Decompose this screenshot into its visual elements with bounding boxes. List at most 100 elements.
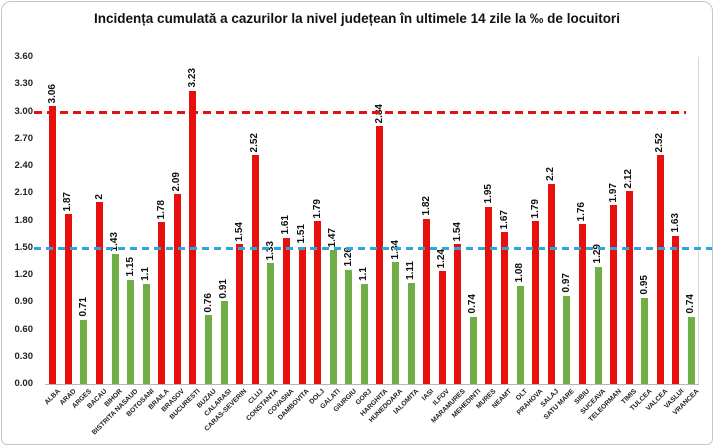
- y-tick-label: 3.60: [14, 51, 34, 62]
- bar: [641, 297, 649, 384]
- bar-group-bihor: 1.43 BIHOR: [104, 57, 124, 409]
- bar: [516, 285, 524, 384]
- bar: [469, 316, 477, 384]
- bar: [687, 316, 695, 384]
- bar-group-giurgiu: 1.26 GIURGIU: [332, 57, 358, 413]
- bar-group-tulcea: 0.95 TULCEA: [629, 57, 653, 412]
- bar-value-label: 1.24: [436, 248, 448, 269]
- bar: [329, 250, 337, 384]
- bar-value-label: 1.08: [514, 263, 526, 283]
- bar: [438, 271, 446, 384]
- bar-value-label: 1.79: [529, 198, 541, 219]
- bar-group-teleorman: 1.97 TELEORMAN: [587, 57, 622, 424]
- bar-value-label: 1.79: [311, 198, 323, 219]
- bar: [96, 202, 104, 384]
- y-tick-label: 2.40: [14, 160, 34, 171]
- bar-group-bistrita-nasaud: 1.15 BISTRITA NASAUD: [91, 57, 139, 436]
- bar: [127, 279, 135, 384]
- bar: [423, 218, 431, 384]
- bar-value-label: 2.52: [249, 132, 261, 153]
- plot-right-border: [698, 57, 699, 384]
- bar: [547, 184, 555, 384]
- bar-group-iasi: 1.82 IASI: [419, 57, 436, 402]
- bar-group-cluj: 2.52 CLUJ: [247, 57, 265, 406]
- bar-group-dolj: 1.79 DOLJ: [309, 57, 327, 406]
- bar-group-hunedoara: 1.34HUNEDOARA: [368, 57, 404, 424]
- bar: [454, 244, 462, 384]
- bar: [251, 155, 259, 384]
- bar-value-label: 1.82: [420, 196, 432, 216]
- bar: [392, 262, 399, 384]
- bar-group-prahova: 1.79 PRAHOVA: [516, 57, 545, 417]
- y-tick-label: 0.00: [14, 378, 34, 389]
- bar: [298, 246, 306, 384]
- bar: [173, 194, 181, 384]
- bar: [407, 283, 415, 384]
- bar-group-harghita: 2.84HARGHITA: [359, 57, 389, 418]
- lower-threshold-line: [34, 246, 712, 250]
- bar: [205, 314, 213, 384]
- bar-value-label: 0.91: [218, 278, 230, 299]
- plot-area: 3.06 ALBA 1.87 ARAD 0.71 ARGES 2 BACAU 1.43 BIHOR…: [43, 57, 700, 436]
- bar: [345, 269, 353, 384]
- bar: [189, 90, 197, 384]
- y-tick-label: 0.90: [14, 296, 34, 308]
- bar-value-label: 0.76: [202, 292, 214, 312]
- bar-group-neamt: 1.67 NEAMT: [491, 57, 513, 410]
- bar-value-label: 1.87: [62, 191, 74, 212]
- bar-group-satu-mare: 0.97 SATU MARE: [543, 57, 576, 421]
- bar: [314, 221, 322, 384]
- bar-group-ilfov: 1.24 ILFOV: [432, 57, 451, 407]
- bar-group-valcea: 2.52 VALCEA: [645, 57, 669, 413]
- bar-value-label: 2.12: [623, 168, 635, 189]
- bar-value-label: 1.67: [498, 209, 510, 230]
- bar: [376, 126, 384, 384]
- bar-group-mehedinti: 0.74 MEHEDINTI: [451, 57, 482, 419]
- bar-value-label: 3.06: [46, 83, 58, 104]
- bar-value-label: 1.95: [482, 184, 494, 204]
- bar: [158, 222, 166, 384]
- bar: [594, 266, 602, 384]
- bar: [501, 232, 509, 384]
- bar-value-label: 1.11: [405, 261, 417, 281]
- bar-group-timis: 2.12 TIMIS: [620, 57, 638, 406]
- bar-group-galati: 1.47 GALATI: [320, 57, 342, 410]
- bar-group-buzau: 0.76 BUZAU: [196, 57, 218, 410]
- bar: [80, 319, 88, 384]
- bar: [267, 263, 275, 384]
- bar-group-arges: 0.71 ARGES: [71, 57, 93, 410]
- bar-group-braila: 1.78 BRAILA: [148, 57, 171, 411]
- y-tick-label: 2.10: [14, 187, 34, 199]
- y-tick-label: 2.70: [14, 132, 34, 144]
- bar: [485, 206, 493, 384]
- bar-value-label: 1.33: [264, 240, 276, 261]
- bar-group-botosani: 1.1 BOTOSANI: [125, 57, 155, 418]
- bar-value-label: 1.78: [155, 199, 167, 220]
- bar-group-covasna: 1.61 COVASNA: [267, 57, 296, 416]
- bar: [625, 191, 633, 384]
- bar-group-caras-severin: 1.54 CARAS-SEVERIN: [204, 57, 249, 433]
- bar-group-sibiu: 1.76 SIBIU: [574, 57, 592, 406]
- y-tick-label: 1.20: [14, 269, 34, 280]
- bar-group-vaslui: 1.63 VASLUI: [663, 57, 685, 410]
- bar-value-label: 0.74: [685, 294, 697, 314]
- bar-group-arad: 1.87 ARAD: [58, 57, 77, 407]
- chart-title: Incidența cumulată a cazurilor la nivel …: [94, 11, 620, 26]
- bar-value-label: 1.76: [576, 201, 588, 222]
- y-tick-label: 1.80: [14, 214, 34, 226]
- bar-group-brasov: 2.09 BRASOV: [161, 57, 187, 414]
- bar-value-label: 0.71: [77, 297, 89, 317]
- bar-value-label: 1.15: [124, 257, 136, 277]
- bar-value-label: 0.97: [560, 273, 572, 293]
- bar-value-label: 1.63: [669, 213, 681, 233]
- y-tick-label: 3.00: [14, 105, 34, 117]
- bar: [64, 214, 72, 384]
- bar: [656, 155, 664, 384]
- bar-value-label: 1.47: [327, 228, 339, 248]
- bar-value-label: 1.97: [607, 182, 619, 203]
- bar-value-label: 1.1: [140, 267, 152, 282]
- bar-group-mures: 1.95 MURES: [476, 57, 498, 410]
- bar: [49, 106, 57, 384]
- y-tick-label: 1.50: [14, 241, 34, 253]
